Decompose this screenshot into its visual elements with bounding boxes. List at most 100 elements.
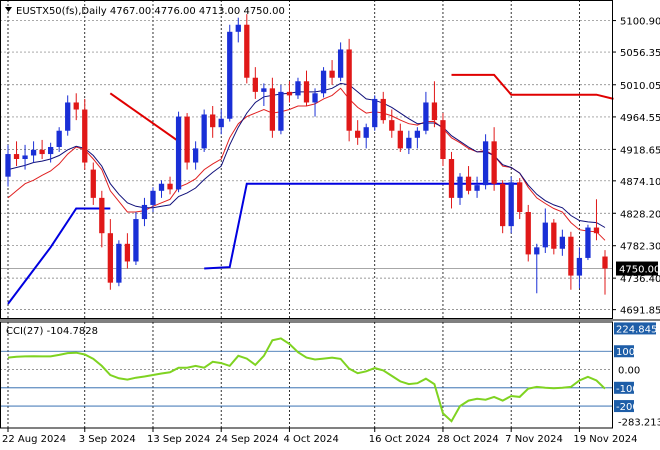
candle-body (22, 155, 28, 159)
candle-body (534, 247, 540, 255)
collapse-triangle-icon[interactable] (5, 7, 12, 12)
candle (235, 17, 241, 43)
candle-body (30, 149, 37, 156)
candle (542, 208, 548, 253)
candle-body (107, 233, 113, 283)
candle-body (457, 176, 463, 198)
cci-tick-label: -283.2131 (618, 417, 660, 428)
candle (261, 83, 267, 106)
candlesticks (5, 14, 608, 295)
cci-axis: 224.8455 100 0.00 -100 -200 -283.2131 (614, 322, 660, 428)
cci-series-line (7, 337, 606, 423)
candle (133, 212, 139, 265)
candle (269, 77, 276, 138)
candle-body (525, 212, 531, 255)
candle-body (116, 243, 122, 283)
candle-body (278, 91, 284, 131)
candle (474, 176, 480, 198)
cci-level-box (614, 322, 656, 335)
trailing-stop-segment (7, 207, 111, 305)
candle (559, 229, 566, 256)
candle (116, 240, 122, 287)
candle-body (500, 183, 506, 227)
candle-body (218, 118, 224, 128)
candle (303, 70, 310, 106)
cci-panel-frame (0, 321, 613, 429)
candle (184, 113, 190, 170)
candle (337, 42, 344, 82)
candle (141, 197, 148, 227)
candle-body (65, 102, 71, 131)
moving-average-lines (7, 82, 606, 241)
candle (397, 123, 403, 152)
candle-body (47, 146, 54, 155)
candle (440, 113, 446, 167)
candle-body (39, 149, 45, 155)
candle (576, 247, 583, 289)
cci-tick-label: 224.8455 (616, 324, 660, 335)
candle-body (372, 98, 378, 128)
candle-body (389, 120, 395, 131)
candle-body (210, 114, 216, 128)
candle-body (380, 98, 386, 121)
candle (517, 178, 523, 220)
cci-level-box (614, 381, 634, 394)
price-tick-label: 4691.85 (620, 306, 660, 317)
candle-body (141, 204, 148, 220)
candle (329, 60, 335, 85)
candle-body (542, 222, 548, 248)
candle-body (227, 31, 233, 119)
candle-body (431, 102, 438, 121)
candle (13, 141, 20, 167)
trailing-stop-segment (451, 73, 614, 100)
candle (244, 14, 250, 84)
candle (167, 176, 173, 195)
cci-tick-label: -200 (616, 402, 639, 413)
candle-body (363, 127, 369, 138)
candle (278, 84, 284, 135)
candle (551, 219, 557, 255)
candle-body (559, 236, 566, 249)
candle-body (269, 88, 276, 131)
candle (465, 166, 472, 195)
trailing-stop-segment (204, 182, 520, 270)
candle-body (150, 190, 156, 205)
candle-body (99, 197, 105, 234)
candle-body (133, 219, 139, 262)
candle (380, 91, 386, 124)
cci-tick-label: 0.00 (618, 366, 640, 377)
cci-level-box (614, 345, 634, 358)
candle (320, 67, 327, 98)
candle (406, 130, 412, 155)
candle-body (261, 88, 267, 92)
candle (389, 109, 395, 138)
candle (150, 187, 156, 212)
candle-body (414, 130, 421, 138)
candle (90, 162, 96, 205)
candle (312, 88, 318, 117)
candle-body (312, 93, 318, 103)
candle-body (303, 81, 310, 103)
candle (363, 123, 369, 149)
last-price-box (616, 261, 658, 276)
candle-body (355, 130, 361, 138)
candle-body (5, 154, 11, 177)
candle-body (346, 49, 352, 131)
candle-body (465, 176, 472, 191)
candle-body (440, 120, 446, 159)
date-tick-label: 19 Nov 2024 (573, 434, 637, 445)
cci-grid (0, 322, 612, 428)
candle-body (158, 183, 165, 191)
candle (65, 95, 71, 136)
trailing-stop-segment (109, 92, 180, 143)
candle-body (295, 81, 301, 96)
price-tick-label: 5010.05 (620, 81, 660, 92)
candle (30, 141, 37, 163)
candle (73, 93, 79, 121)
candle (175, 111, 182, 193)
trailing-stop-lines (7, 73, 614, 305)
price-tick-label: 4736.40 (620, 274, 660, 285)
candle (355, 120, 361, 145)
candle (423, 91, 429, 135)
